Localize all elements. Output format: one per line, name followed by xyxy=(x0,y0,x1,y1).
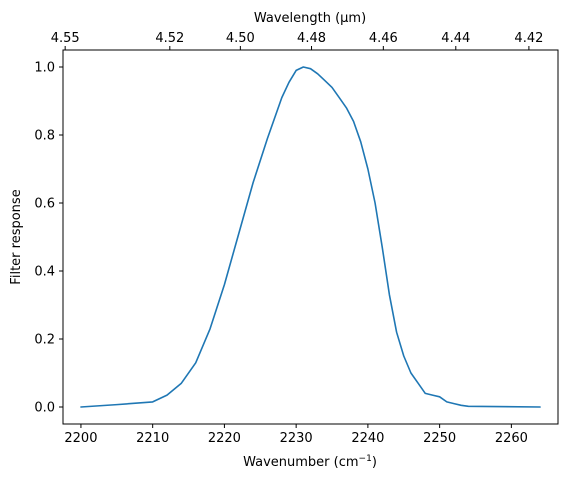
y-tick-label-1: 0.2 xyxy=(34,333,55,348)
x2-tick-label-2: 4.50 xyxy=(226,31,255,46)
secondary-x-axis-label: Wavelength (μm) xyxy=(254,11,366,26)
y-tick-label-4: 0.8 xyxy=(34,129,55,144)
line-layer xyxy=(80,66,541,408)
tick-layer: 2200 2210 2220 2230 2240 2250 2260 0.0 0.2 0.4 0.6… xyxy=(34,31,543,446)
y-tick-label-3: 0.6 xyxy=(34,197,55,212)
x2-tick-label-5: 4.44 xyxy=(441,31,470,46)
x-tick-label-1: 2210 xyxy=(136,431,169,446)
y-tick-label-5: 1.0 xyxy=(34,61,55,76)
x-axis-label-superscript: −1 xyxy=(359,454,372,464)
x2-tick-label-6: 4.42 xyxy=(514,31,543,46)
x2-tick-label-4: 4.46 xyxy=(369,31,398,46)
series-line-0 xyxy=(80,66,541,408)
x2-tick-label-1: 4.52 xyxy=(155,31,184,46)
y-tick-label-2: 0.4 xyxy=(34,265,55,280)
x-tick-label-3: 2230 xyxy=(280,431,313,446)
x-tick-label-4: 2240 xyxy=(351,431,384,446)
x-axis-label: Wavenumber (cm−1) xyxy=(243,454,377,470)
x-axis-label-end: ) xyxy=(372,455,377,470)
y-tick-label-0: 0.0 xyxy=(34,401,55,416)
plot-frame xyxy=(62,49,559,425)
x-tick-label-6: 2260 xyxy=(495,431,528,446)
plot-area xyxy=(63,50,558,424)
x-tick-label-2: 2220 xyxy=(208,431,241,446)
x2-tick-label-0: 4.55 xyxy=(51,31,80,46)
x-tick-label-0: 2200 xyxy=(64,431,97,446)
x2-tick-label-3: 4.48 xyxy=(297,31,326,46)
y-axis-label: Filter response xyxy=(9,189,24,284)
x-tick-label-5: 2250 xyxy=(423,431,456,446)
